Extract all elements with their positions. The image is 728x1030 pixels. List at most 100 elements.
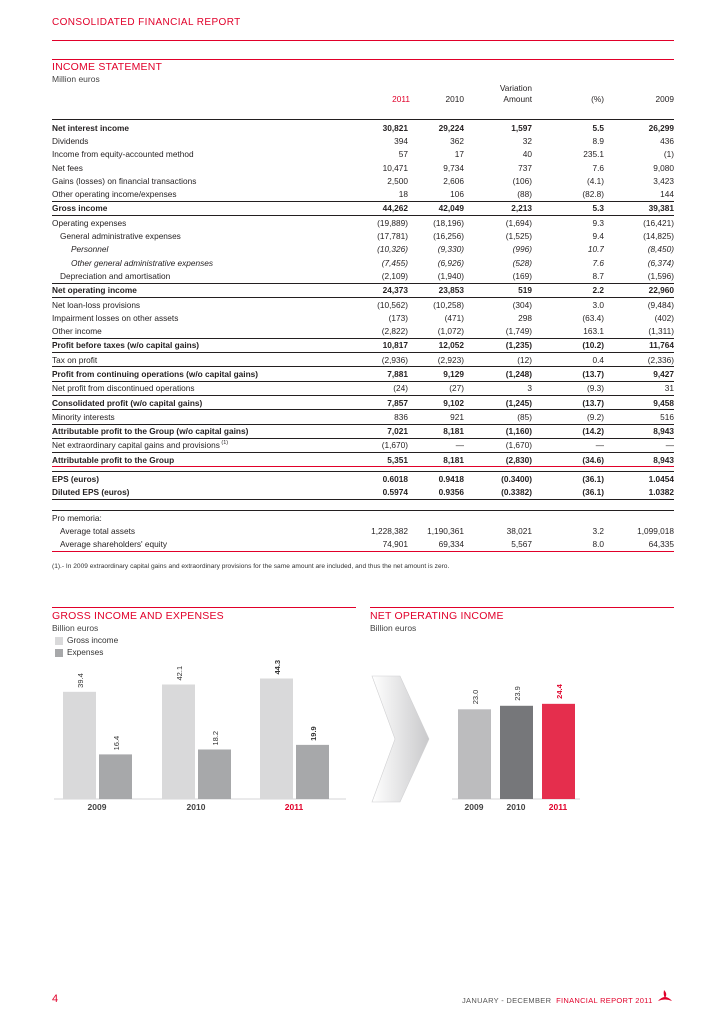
row-label: Other general administrative expenses — [71, 257, 214, 268]
row-value: (2,109) — [381, 270, 408, 281]
label-expenses-2011: 19.9 — [309, 726, 318, 741]
table-row: Other general administrative expenses (7,… — [52, 256, 674, 269]
row-value: (63.4) — [582, 312, 604, 323]
row-value: (18,196) — [433, 217, 464, 228]
row-value: (9.2) — [586, 411, 604, 422]
row-label: Net profit from discontinued operations — [52, 383, 195, 394]
label-gross-income-2009: 39.4 — [76, 673, 85, 688]
header-divider — [52, 40, 674, 41]
row-value: 9,734 — [443, 162, 464, 173]
row-value: 12,052 — [410, 337, 464, 354]
table-row: Net profit from discontinued operations (… — [52, 381, 674, 395]
income-statement-unit: Million euros — [52, 74, 100, 84]
row-label: Tax on profit — [52, 354, 98, 365]
row-value: (2,822) — [381, 326, 408, 337]
row-value: (2,936) — [381, 354, 408, 365]
row-value: 29,224 — [438, 122, 464, 133]
row-value: (10,562) — [377, 299, 408, 310]
table-row: Diluted EPS (euros) 0.5974 0.9356 (0.3382)(… — [52, 485, 674, 500]
row-value: 10.7 — [587, 244, 604, 255]
income-statement-table: Net interest income 30,821 29,224 1,597 5.5 2… — [52, 121, 674, 468]
row-value: 74,901 — [346, 537, 410, 552]
row-value: (1,694) — [505, 217, 532, 228]
x-tick-2009: 2009 — [88, 802, 107, 812]
col-2011: 2011 — [392, 94, 410, 104]
bar-expenses-2010 — [198, 749, 231, 799]
row-value: 235.1 — [583, 149, 604, 160]
row-value: (106) — [512, 175, 532, 186]
row-value: 298 — [518, 312, 532, 323]
row-value: 7.6 — [592, 162, 604, 173]
row-value: (17,781) — [377, 231, 408, 242]
row-value: 8,181 — [410, 452, 464, 468]
row-value: (16,256) — [433, 231, 464, 242]
col-variation: Variation — [499, 83, 532, 93]
row-value: 69,334 — [410, 537, 464, 552]
bar-net-operating-income-2011 — [542, 703, 575, 799]
label-net-operating-income-2009: 23.0 — [471, 690, 480, 705]
row-value: (1,245) — [464, 394, 532, 411]
row-value: 5.3 — [532, 200, 604, 217]
row-value: 9.4 — [592, 231, 604, 242]
row-value: (1,235) — [464, 337, 532, 354]
row-value: (528) — [512, 257, 532, 268]
row-value: 8.0 — [532, 537, 604, 552]
row-label: Gross income — [52, 200, 346, 217]
row-value: 5,351 — [346, 452, 410, 468]
row-label: Net fees — [52, 162, 83, 173]
col-amount: Amount — [503, 94, 532, 104]
row-value: (10,326) — [377, 244, 408, 255]
table-row: Attributable profit to the Group 5,351 8,1… — [52, 452, 674, 468]
row-value: (0.3382) — [464, 485, 532, 500]
row-value: 0.9356 — [410, 485, 464, 500]
net-x-tick-2010: 2010 — [507, 802, 526, 812]
row-value: 5,567 — [464, 537, 532, 552]
row-value: 42,049 — [410, 200, 464, 217]
row-value: (16,421) — [643, 217, 674, 228]
bar-expenses-2011 — [296, 744, 329, 799]
row-value: 7,857 — [346, 394, 410, 411]
row-value: 18 — [398, 189, 408, 200]
row-value: — — [455, 440, 464, 451]
row-value: (9.3) — [586, 383, 604, 394]
row-value: (12) — [517, 354, 532, 365]
label-expenses-2010: 18.2 — [211, 731, 220, 746]
pro-memoria-table: Pro memoria: Average total assets 1,228,3… — [52, 510, 674, 552]
gross-chart-rule — [52, 607, 356, 608]
row-value: (1) — [663, 149, 674, 160]
row-value: (169) — [512, 270, 532, 281]
table-row: Attributable profit to the Group (w/o ca… — [52, 423, 674, 439]
row-label: Average shareholders' equity — [52, 537, 346, 552]
row-value: (27) — [449, 383, 464, 394]
legend-expenses: Expenses — [67, 647, 104, 657]
row-value: 144 — [660, 189, 674, 200]
row-value: 8,181 — [410, 423, 464, 439]
table-row: Tax on profit (2,936) (2,923) (12) 0.4 (2,336… — [52, 353, 674, 367]
row-value: (1,311) — [648, 326, 674, 337]
row-value: 44,262 — [346, 200, 410, 217]
row-label: Average total assets — [60, 525, 136, 536]
row-label: Net loan-loss provisions — [52, 299, 141, 310]
row-value: (9,484) — [647, 299, 674, 310]
row-value: (1,670) — [381, 440, 408, 451]
table-row: Average shareholders' equity 74,901 69,334… — [52, 537, 674, 552]
footer-period: JANUARY - DECEMBER — [462, 996, 552, 1005]
table-row: Personnel (10,326) (9,330) (996) 10.7 (8,450) — [52, 243, 674, 256]
net-x-tick-2011: 2011 — [549, 802, 568, 812]
row-label: Net operating income — [52, 282, 346, 298]
label-gross-income-2010: 42.1 — [175, 666, 184, 681]
income-statement-title: INCOME STATEMENT — [52, 61, 163, 73]
row-value: 2.2 — [532, 282, 604, 298]
row-value: 32 — [522, 135, 532, 146]
page-number: 4 — [52, 993, 59, 1005]
row-value: 7.6 — [592, 257, 604, 268]
row-value: (36.1) — [532, 471, 604, 486]
arrow-graphic — [371, 675, 430, 803]
row-value: (24) — [393, 383, 408, 394]
row-value: (2,923) — [437, 354, 464, 365]
row-value: (173) — [388, 312, 408, 323]
row-value: (82.8) — [582, 189, 604, 200]
bar-gross-income-2010 — [162, 684, 195, 799]
row-value: (2,830) — [464, 452, 532, 468]
